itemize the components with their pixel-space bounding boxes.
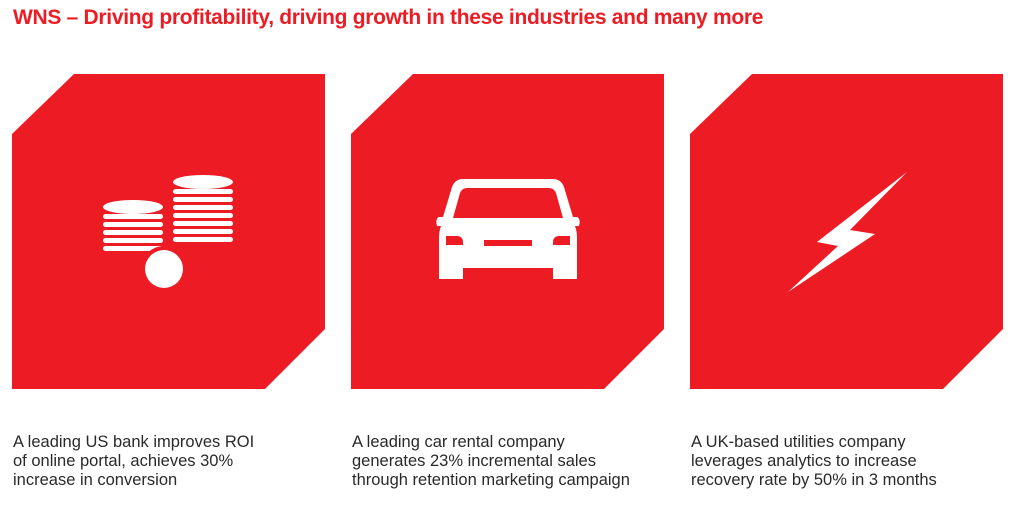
industry-card-utilities	[690, 74, 1003, 389]
caption-line: A leading car rental company	[352, 433, 565, 451]
card-tile	[12, 74, 325, 389]
caption-line: generates 23% incremental sales	[352, 452, 596, 470]
caption-line: leverages analytics to increase	[691, 452, 917, 470]
page-title: WNS – Driving profitability, driving gro…	[13, 6, 764, 29]
lightning-bolt-icon	[788, 172, 907, 292]
industry-card-banking	[12, 74, 325, 389]
caption-line: A UK-based utilities company	[691, 433, 906, 451]
coins-icon	[103, 175, 233, 292]
caption-utilities: A UK-based utilities company leverages a…	[691, 433, 1011, 490]
caption-line: increase in conversion	[13, 471, 178, 489]
caption-line: of online portal, achieves 30%	[13, 452, 234, 470]
caption-line: A leading US bank improves ROI	[13, 433, 255, 451]
industry-card-car-rental	[351, 74, 664, 389]
car-icon	[436, 179, 580, 279]
caption-line: through retention marketing campaign	[352, 471, 630, 489]
caption-car-rental: A leading car rental company generates 2…	[352, 433, 672, 490]
caption-line: recovery rate by 50% in 3 months	[691, 471, 937, 489]
caption-banking: A leading US bank improves ROI of online…	[13, 433, 333, 490]
